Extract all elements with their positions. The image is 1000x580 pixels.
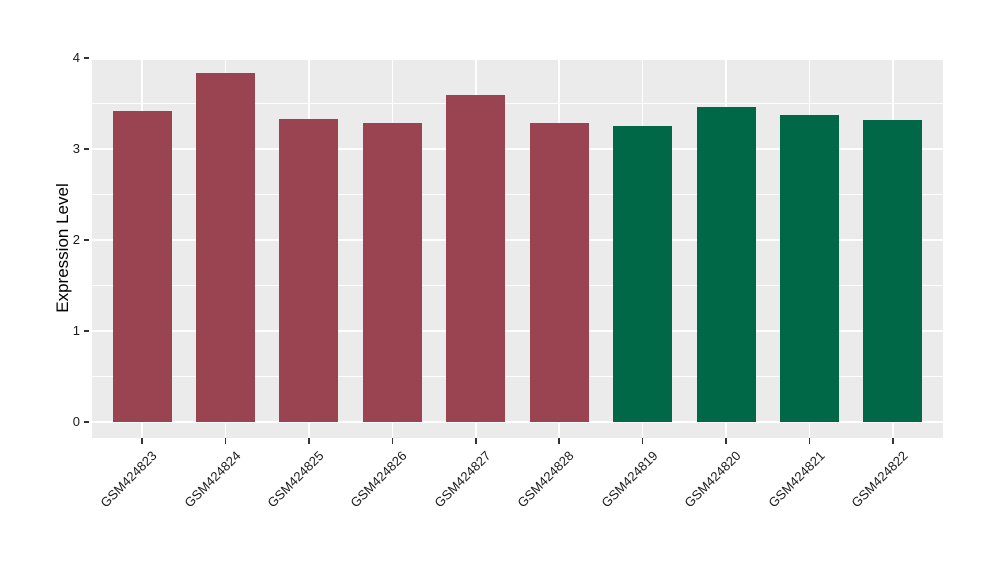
x-tick-label: GSM424820 (681, 448, 744, 511)
bar-GSM424820 (696, 107, 756, 422)
minor-gridline (92, 103, 943, 104)
x-tick-mark (641, 438, 644, 444)
y-tick-mark (84, 421, 89, 423)
major-gridline (92, 421, 943, 423)
x-tick-mark (558, 438, 560, 444)
x-tick-label: GSM424821 (764, 448, 828, 511)
x-tick-label: GSM424822 (848, 448, 911, 511)
y-tick-label: 2 (72, 232, 80, 247)
minor-gridline (92, 376, 943, 377)
bar-GSM424828 (529, 122, 589, 422)
y-tick-mark (84, 330, 89, 332)
y-tick-mark (84, 57, 89, 59)
major-gridline (92, 330, 943, 332)
x-tick-label: GSM424827 (431, 448, 494, 511)
y-tick-label: 0 (72, 414, 80, 429)
y-tick-mark (84, 239, 89, 241)
x-tick-label: GSM424826 (347, 448, 410, 511)
plot-panel (92, 58, 943, 438)
bar-GSM424824 (195, 73, 255, 422)
x-tick-mark (308, 438, 310, 444)
bar-GSM424821 (780, 115, 839, 422)
x-tick-label: GSM424828 (514, 448, 577, 511)
x-tick-mark (141, 438, 143, 444)
x-tick-mark (224, 438, 227, 444)
y-tick-label: 1 (72, 323, 80, 338)
x-tick-mark (391, 438, 394, 444)
bar-GSM424825 (279, 118, 339, 422)
major-gridline (92, 58, 943, 60)
x-tick-mark (808, 438, 811, 444)
x-tick-label: GSM424819 (598, 448, 661, 511)
bar-GSM424822 (863, 119, 923, 422)
x-tick-mark (725, 438, 727, 444)
minor-gridline (92, 285, 943, 286)
y-tick-label: 4 (72, 50, 80, 65)
bar-GSM424826 (362, 122, 422, 422)
x-tick-label: GSM424823 (97, 448, 160, 511)
y-tick-mark (84, 148, 89, 150)
major-gridline (92, 148, 943, 150)
minor-gridline (92, 194, 943, 195)
x-tick-mark (475, 438, 477, 444)
bar-GSM424827 (446, 95, 506, 422)
y-tick-label: 3 (72, 141, 80, 156)
bar-GSM424819 (613, 126, 673, 422)
x-tick-mark (892, 438, 894, 444)
bar-GSM424823 (112, 110, 172, 422)
x-tick-label: GSM424825 (264, 448, 327, 511)
y-axis-title: Expression Level (53, 183, 72, 313)
major-gridline (92, 239, 943, 241)
x-tick-label: GSM424824 (180, 448, 244, 511)
